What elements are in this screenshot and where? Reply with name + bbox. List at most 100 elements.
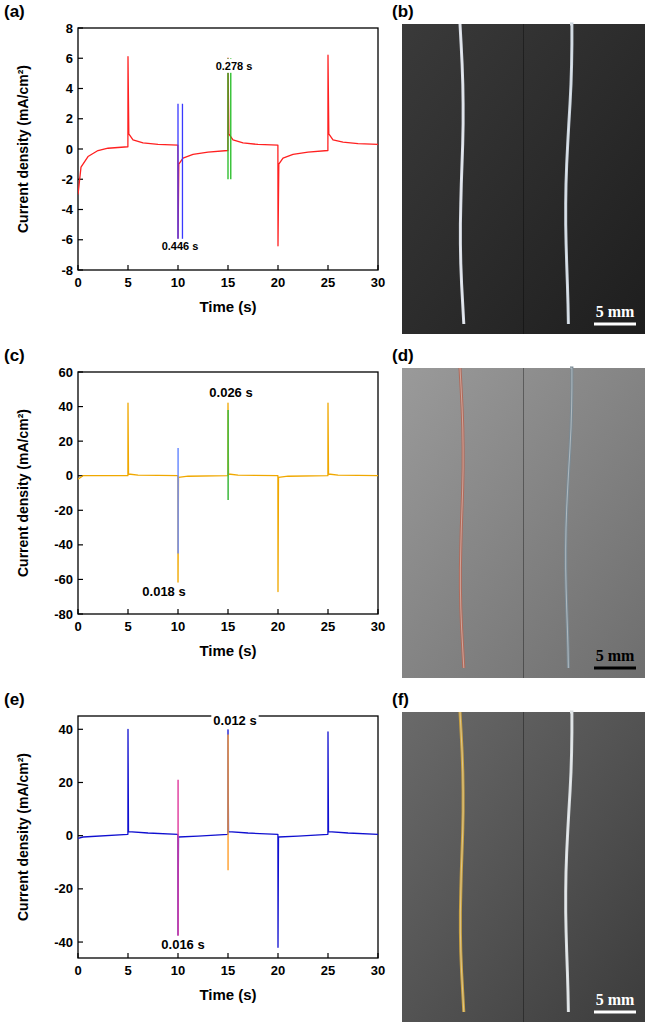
annotation-background bbox=[214, 59, 255, 73]
y-tick bbox=[78, 941, 83, 942]
scale-bar-label: 5 mm bbox=[596, 647, 635, 664]
series-line bbox=[78, 403, 378, 591]
annotation-text: 0.012 s bbox=[213, 713, 256, 728]
x-tick bbox=[227, 953, 228, 958]
y-tick bbox=[78, 441, 83, 442]
x-tick bbox=[327, 953, 328, 958]
x-tick bbox=[77, 953, 78, 958]
y-tick-label: -60 bbox=[54, 572, 73, 587]
photo-panel: (f) 5 mm bbox=[392, 690, 645, 1022]
x-tick bbox=[177, 265, 178, 270]
x-tick bbox=[327, 265, 328, 270]
series-line bbox=[178, 104, 182, 243]
annotation-text: 0.016 s bbox=[161, 937, 204, 952]
x-tick-label: 5 bbox=[124, 275, 131, 290]
x-tick-label: 25 bbox=[321, 619, 335, 634]
photo-panel: (b)5 mm bbox=[392, 2, 645, 334]
x-tick-label: 0 bbox=[74, 275, 81, 290]
annotation: 0.018 s bbox=[140, 583, 187, 600]
series-line bbox=[227, 410, 229, 500]
photo-panel: (d) 5 mm bbox=[392, 346, 645, 678]
x-tick-label: 30 bbox=[371, 963, 385, 978]
y-tick bbox=[78, 544, 83, 545]
annotation-text: 0.446 s bbox=[162, 240, 199, 252]
y-tick-label: 0 bbox=[66, 142, 73, 157]
y-tick-label: -40 bbox=[54, 537, 73, 552]
y-axis-title: Current density (mA/cm²) bbox=[15, 409, 31, 577]
x-tick-label: 15 bbox=[221, 275, 235, 290]
x-tick-label: 15 bbox=[221, 963, 235, 978]
scale-bar bbox=[594, 667, 636, 670]
annotation-text: 0.018 s bbox=[142, 584, 185, 599]
y-tick bbox=[78, 510, 83, 511]
x-tick bbox=[127, 609, 128, 614]
panel-label: (f) bbox=[392, 690, 409, 709]
x-tick-label: 10 bbox=[171, 275, 185, 290]
scale-bar-label: 5 mm bbox=[596, 991, 635, 1008]
wire bbox=[460, 24, 464, 324]
wire bbox=[566, 368, 572, 668]
annotation-background bbox=[140, 583, 187, 600]
y-tick bbox=[78, 579, 83, 580]
y-tick bbox=[78, 269, 83, 270]
x-tick bbox=[377, 265, 378, 270]
series-line bbox=[228, 58, 231, 179]
y-tick-label: 40 bbox=[59, 722, 73, 737]
x-axis-title: Time (s) bbox=[199, 642, 256, 659]
x-tick-label: 20 bbox=[271, 963, 285, 978]
y-tick-label: -20 bbox=[54, 881, 73, 896]
y-axis-title: Current density (mA/cm²) bbox=[15, 753, 31, 921]
wire bbox=[566, 712, 572, 1012]
plot-frame bbox=[78, 372, 378, 614]
photo bbox=[402, 24, 645, 334]
scale-bar-label: 5 mm bbox=[596, 303, 635, 320]
x-axis-title: Time (s) bbox=[199, 298, 256, 315]
y-axis-title: Current density (mA/cm²) bbox=[15, 65, 31, 233]
x-tick bbox=[177, 953, 178, 958]
y-tick bbox=[78, 613, 83, 614]
x-tick-label: 30 bbox=[371, 275, 385, 290]
wire bbox=[460, 368, 464, 668]
x-tick bbox=[127, 265, 128, 270]
y-tick bbox=[78, 406, 83, 407]
wire bbox=[460, 712, 464, 1012]
x-tick-label: 5 bbox=[124, 619, 131, 634]
x-tick bbox=[377, 953, 378, 958]
series-line bbox=[177, 448, 178, 553]
photo-seam bbox=[523, 712, 524, 1022]
wire-highlight bbox=[566, 712, 572, 1012]
y-tick-label: 6 bbox=[66, 51, 73, 66]
x-tick-label: 20 bbox=[271, 275, 285, 290]
y-tick bbox=[78, 239, 83, 240]
wire-highlight bbox=[566, 368, 572, 668]
annotation-text: 0.026 s bbox=[209, 385, 252, 400]
x-tick bbox=[377, 609, 378, 614]
annotation: 0.016 s bbox=[159, 936, 206, 953]
y-tick bbox=[78, 729, 83, 730]
photo-seam bbox=[523, 368, 524, 678]
chart-panel: (c)051015202530-80-60-40-200204060Time (… bbox=[4, 346, 385, 659]
figure: (a)051015202530-8-6-4-202468Time (s)Curr… bbox=[0, 0, 650, 1032]
annotation-background bbox=[160, 239, 201, 253]
y-tick-label: 0 bbox=[66, 468, 73, 483]
x-tick-label: 25 bbox=[321, 275, 335, 290]
y-tick-label: 4 bbox=[66, 81, 74, 96]
panel-label: (a) bbox=[4, 2, 25, 21]
y-tick-label: -2 bbox=[61, 172, 73, 187]
wire-highlight bbox=[460, 368, 464, 668]
wire-highlight bbox=[460, 712, 464, 1012]
x-tick-label: 15 bbox=[221, 619, 235, 634]
y-tick-label: 2 bbox=[66, 111, 73, 126]
y-tick bbox=[78, 88, 83, 89]
annotation: 0.012 s bbox=[211, 712, 258, 729]
photo-seam bbox=[523, 24, 524, 334]
y-tick bbox=[78, 371, 83, 372]
y-tick bbox=[78, 27, 83, 28]
y-tick-label: -8 bbox=[61, 263, 73, 278]
y-tick-label: -40 bbox=[54, 935, 73, 950]
annotation: 0.278 s bbox=[214, 59, 255, 73]
photo bbox=[402, 712, 645, 1022]
x-tick bbox=[277, 609, 278, 614]
panel-label: (d) bbox=[392, 346, 414, 365]
data-group bbox=[78, 403, 378, 591]
